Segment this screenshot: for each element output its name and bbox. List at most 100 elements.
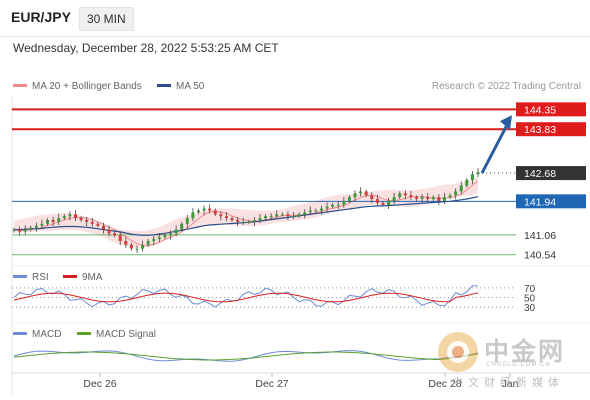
research-credit: Research © 2022 Trading Central <box>431 81 581 92</box>
candle-body <box>124 241 128 245</box>
price-tag-label: 140.54 <box>524 250 556 262</box>
candle-body <box>202 208 206 211</box>
candle-body <box>219 214 223 217</box>
rsi-ma-swatch <box>63 274 77 278</box>
candle-body <box>353 193 357 198</box>
candle-body <box>342 200 346 205</box>
candle-body <box>375 199 379 203</box>
legend-rsi-label: RSI <box>32 272 49 283</box>
x-tick-label: Dec 28 <box>428 378 461 390</box>
rsi-level-label: 70 <box>524 284 536 295</box>
candle-body <box>34 225 38 228</box>
candle-body <box>236 220 240 222</box>
candle-body <box>325 206 329 209</box>
candle-body <box>40 223 44 226</box>
price-tag-label: 144.35 <box>524 104 556 116</box>
watermark-url: CNGOLD.COM.CN <box>486 362 551 368</box>
candle-body <box>448 195 452 198</box>
candle-body <box>331 204 335 207</box>
legend-macd-label: MACD <box>32 329 62 340</box>
candle-body <box>437 197 441 201</box>
ma50-swatch <box>157 83 171 87</box>
candle-body <box>308 210 312 213</box>
watermark-name: 中金网 <box>484 337 566 366</box>
candle-body <box>213 210 217 215</box>
x-tick-label: Jan <box>502 378 519 390</box>
candle-body <box>73 214 77 219</box>
candle-body <box>29 227 33 230</box>
candle-body <box>196 210 200 213</box>
timeframe-button[interactable]: 30 MIN <box>79 7 134 31</box>
macd-signal-line <box>13 351 479 361</box>
legend-ma50-label: MA 50 <box>176 81 205 92</box>
candle-body <box>68 214 72 217</box>
candle-body <box>113 233 117 236</box>
legend-rsi-ma: 9MA <box>63 272 103 283</box>
price-tag-label: 141.94 <box>524 196 556 208</box>
candle-body <box>57 218 61 222</box>
watermark: 中金网 CNGOLD.COM.CN 中文财经新媒体 <box>432 330 582 390</box>
candle-body <box>163 235 167 238</box>
candle-body <box>381 202 385 205</box>
candle-body <box>319 208 323 211</box>
macd-swatch <box>13 331 27 335</box>
candle-body <box>314 210 318 212</box>
candle-body <box>146 241 150 245</box>
price-tag-label: 141.06 <box>524 230 556 242</box>
timestamp: Wednesday, December 28, 2022 5:53:25 AM … <box>13 41 279 55</box>
candle-body <box>79 218 83 221</box>
candle-body <box>359 191 363 194</box>
candle-body <box>252 220 256 222</box>
legend-macd-signal-label: MACD Signal <box>96 329 157 340</box>
ma20-swatch <box>13 83 27 87</box>
forecast-arrow-line <box>480 122 510 174</box>
candle-body <box>286 214 290 217</box>
candle-body <box>23 229 27 232</box>
candle-body <box>465 179 469 186</box>
cngold-logo-icon <box>438 332 478 372</box>
price-tag-box <box>516 227 586 242</box>
rsi-line <box>13 285 479 308</box>
macd-signal-swatch <box>77 331 91 335</box>
rsi-level-label: 30 <box>524 303 536 314</box>
candle-body <box>264 216 268 219</box>
candle-body <box>174 229 178 234</box>
candle-body <box>370 195 374 200</box>
candle-body <box>230 218 234 221</box>
candle-body <box>297 214 301 217</box>
candle-body <box>364 191 368 196</box>
candle-body <box>415 197 419 200</box>
candle-body <box>62 216 66 219</box>
candle-body <box>459 185 463 192</box>
ma50-line <box>14 196 479 236</box>
price-tag-label: 143.83 <box>524 124 556 136</box>
candle-body <box>118 235 122 242</box>
bollinger-band <box>14 177 478 248</box>
candle-body <box>85 220 89 222</box>
price-tag-box <box>516 122 586 137</box>
instrument-title: EUR/JPY <box>11 9 71 25</box>
candle-body <box>224 216 228 219</box>
candle-body <box>476 172 480 175</box>
price-tag-box <box>516 247 586 262</box>
legend-rsi: RSI <box>13 272 49 283</box>
candle-body <box>129 244 133 249</box>
rsi-swatch <box>13 274 27 278</box>
legend-rsi-ma-label: 9MA <box>82 272 103 283</box>
candle-body <box>420 197 424 200</box>
candle-body <box>107 229 111 234</box>
candle-body <box>135 248 139 250</box>
candle-body <box>18 229 22 232</box>
candle-body <box>208 208 212 211</box>
candle-body <box>336 204 340 206</box>
candle-body <box>152 239 156 242</box>
legend-ma20-label: MA 20 + Bollinger Bands <box>32 81 142 92</box>
candle-body <box>51 220 55 222</box>
rsi-level-label: 50 <box>524 294 536 305</box>
candle-body <box>169 233 173 236</box>
candle-body <box>258 218 262 221</box>
candle-body <box>12 229 16 231</box>
candle-body <box>141 244 145 249</box>
candle-body <box>180 223 184 230</box>
candle-body <box>46 220 50 224</box>
